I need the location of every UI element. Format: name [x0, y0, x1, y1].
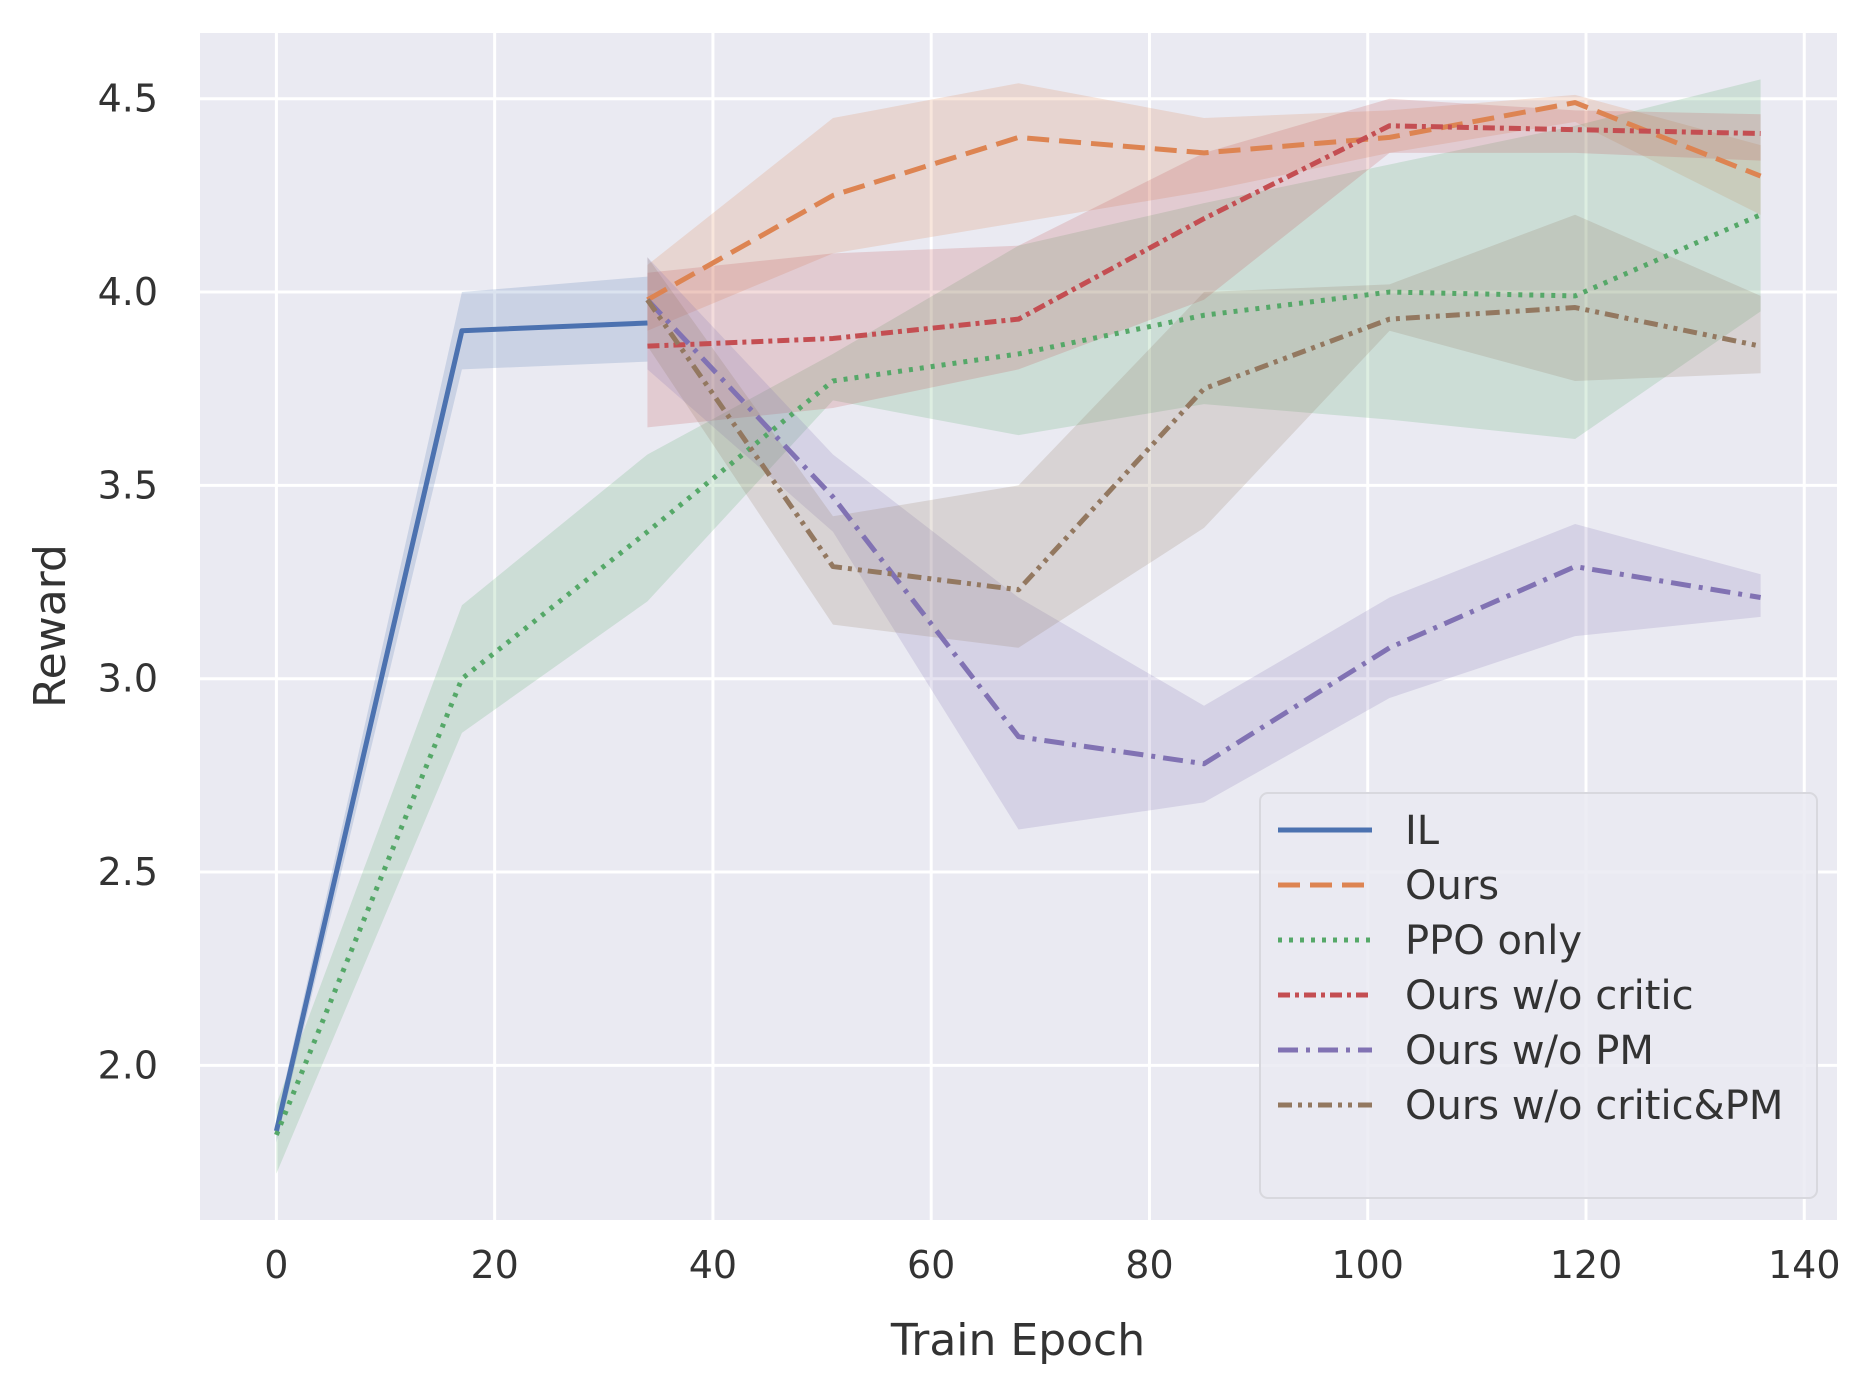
tick-labels: 0 20 40 60 80 100 120 140 2.0 2.5 3.0 3.5 4.0 4.5 — [98, 77, 1841, 1287]
x-tick-label: 60 — [907, 1243, 955, 1287]
band-ours — [647, 83, 1761, 331]
series-line-il — [273, 320, 648, 1132]
legend-label: IL — [1405, 808, 1440, 854]
legend-label: Ours w/o PM — [1405, 1028, 1654, 1074]
legend-label: PPO only — [1405, 918, 1582, 964]
y-tick-label: 3.0 — [98, 657, 158, 701]
band-ours-w-o-critic-pm — [647, 214, 1761, 648]
series-line-ours-w-o-critic — [647, 123, 1761, 349]
x-tick-label: 20 — [470, 1243, 518, 1287]
x-tick-label: 140 — [1768, 1243, 1841, 1287]
legend-label: Ours w/o critic — [1405, 973, 1694, 1019]
legend-frame — [1259, 792, 1818, 1199]
x-tick-label: 120 — [1550, 1243, 1623, 1287]
x-axis-label: Train Epoch — [890, 1315, 1145, 1366]
series-line-ours-w-o-critic-pm — [645, 298, 1762, 593]
y-tick-label: 2.0 — [98, 1043, 158, 1087]
legend-label: Ours w/o critic&PM — [1405, 1083, 1783, 1129]
series-line-ours-w-o-pm — [645, 298, 1762, 767]
x-tick-label: 0 — [264, 1243, 288, 1287]
y-axis-label: Reward — [25, 544, 76, 708]
y-tick-label: 4.5 — [98, 77, 158, 121]
series-line-ours — [646, 100, 1762, 302]
x-tick-label: 80 — [1125, 1243, 1173, 1287]
x-tick-label: 40 — [689, 1243, 737, 1287]
legend: IL Ours PPO only Ours w/o critic Ours w/o PM… — [1259, 792, 1818, 1199]
legend-label: Ours — [1405, 863, 1499, 909]
y-tick-label: 3.5 — [98, 463, 158, 507]
y-tick-label: 4.0 — [98, 270, 158, 314]
y-tick-label: 2.5 — [98, 850, 158, 894]
band-ours-w-o-critic — [647, 98, 1761, 428]
series-lines — [273, 100, 1762, 1136]
series-line-ppo-only — [274, 212, 1762, 1136]
band-ppo-only — [276, 79, 1761, 1174]
x-tick-label: 100 — [1331, 1243, 1404, 1287]
